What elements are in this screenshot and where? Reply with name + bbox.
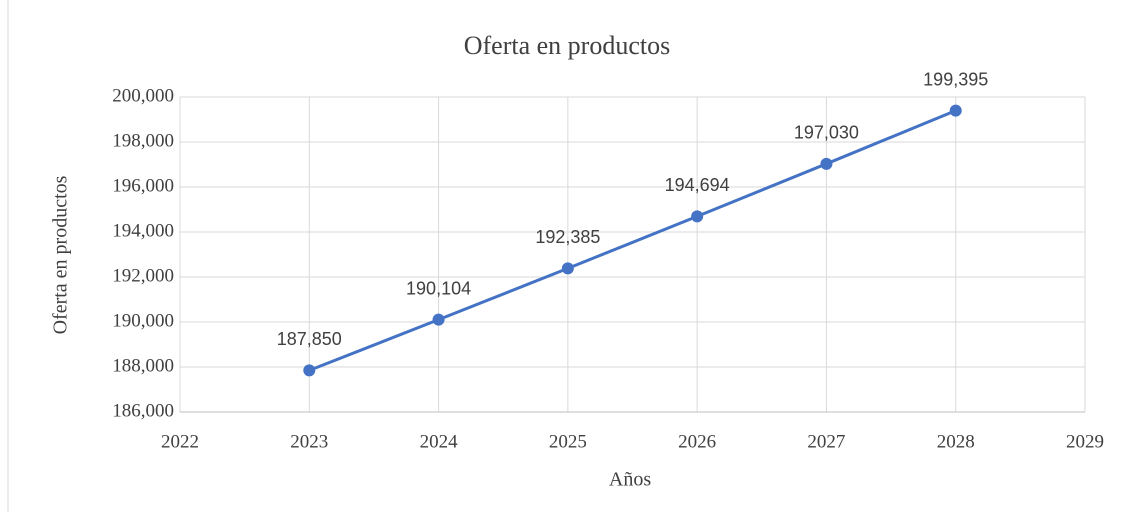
data-label: 192,385 xyxy=(535,227,600,247)
y-tick-label: 196,000 xyxy=(112,175,174,196)
y-tick-label: 188,000 xyxy=(112,355,174,376)
x-tick-label: 2026 xyxy=(678,431,716,452)
data-point xyxy=(949,104,962,117)
y-tick-label: 200,000 xyxy=(112,85,174,106)
y-tick-label: 192,000 xyxy=(112,265,174,286)
x-axis-label: Años xyxy=(609,469,651,491)
data-label: 194,694 xyxy=(665,175,730,195)
x-tick-label: 2025 xyxy=(549,431,587,452)
x-tick-label: 2022 xyxy=(161,431,199,452)
y-tick-label: 186,000 xyxy=(112,400,174,421)
data-point xyxy=(561,262,574,275)
data-point xyxy=(303,364,316,377)
x-tick-label: 2027 xyxy=(807,431,845,452)
data-point xyxy=(691,210,704,223)
x-tick-label: 2023 xyxy=(290,431,328,452)
data-label: 197,030 xyxy=(794,123,859,143)
data-label: 190,104 xyxy=(406,278,471,298)
series-line xyxy=(308,109,957,372)
x-tick-label: 2024 xyxy=(420,431,459,452)
data-label: 187,850 xyxy=(277,329,342,349)
data-point xyxy=(432,313,445,326)
chart-title: Oferta en productos xyxy=(464,31,670,60)
x-tick-label: 2028 xyxy=(937,431,975,452)
y-tick-label: 190,000 xyxy=(112,310,174,331)
data-label: 199,395 xyxy=(923,69,988,89)
x-tick-label: 2029 xyxy=(1066,431,1104,452)
y-tick-label: 194,000 xyxy=(112,220,174,241)
data-point xyxy=(820,157,833,170)
y-axis-label: Oferta en productos xyxy=(50,175,72,334)
y-tick-label: 198,000 xyxy=(112,130,174,151)
